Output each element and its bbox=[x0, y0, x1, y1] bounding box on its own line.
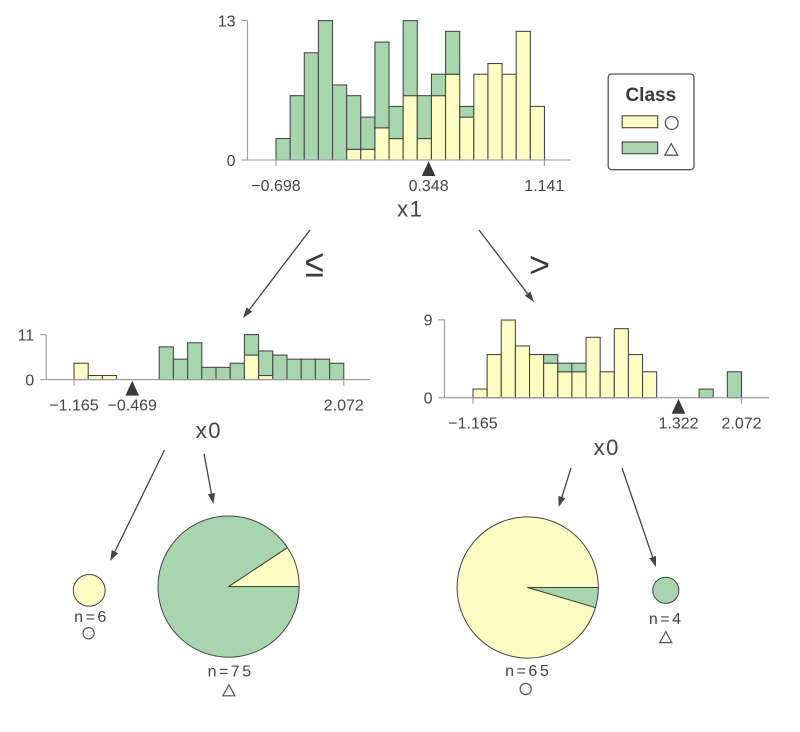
svg-text:0: 0 bbox=[227, 153, 236, 170]
svg-text:0: 0 bbox=[424, 391, 433, 408]
svg-text:>: > bbox=[529, 244, 550, 285]
svg-text:1.141: 1.141 bbox=[524, 178, 564, 195]
svg-text:n=6: n=6 bbox=[74, 609, 109, 626]
svg-text:11: 11 bbox=[18, 328, 35, 345]
svg-text:−1.165: −1.165 bbox=[448, 416, 497, 433]
svg-text:2.072: 2.072 bbox=[721, 416, 761, 433]
svg-text:2.072: 2.072 bbox=[324, 398, 364, 415]
svg-text:n=75: n=75 bbox=[208, 664, 254, 681]
svg-text:−1.165: −1.165 bbox=[49, 398, 98, 415]
svg-text:9: 9 bbox=[424, 313, 433, 330]
svg-text:x1: x1 bbox=[397, 196, 423, 221]
svg-text:n=4: n=4 bbox=[649, 611, 684, 628]
svg-text:x0: x0 bbox=[594, 435, 620, 460]
svg-text:≤: ≤ bbox=[305, 241, 324, 285]
svg-text:n=65: n=65 bbox=[505, 663, 551, 680]
svg-text:13: 13 bbox=[218, 13, 236, 30]
svg-text:0.348: 0.348 bbox=[409, 178, 449, 195]
svg-text:−0.698: −0.698 bbox=[251, 178, 300, 195]
svg-text:x0: x0 bbox=[196, 418, 222, 443]
svg-text:Class: Class bbox=[625, 85, 676, 106]
svg-text:1.322: 1.322 bbox=[658, 416, 698, 433]
svg-text:−0.469: −0.469 bbox=[108, 398, 157, 415]
svg-text:0: 0 bbox=[25, 373, 34, 390]
